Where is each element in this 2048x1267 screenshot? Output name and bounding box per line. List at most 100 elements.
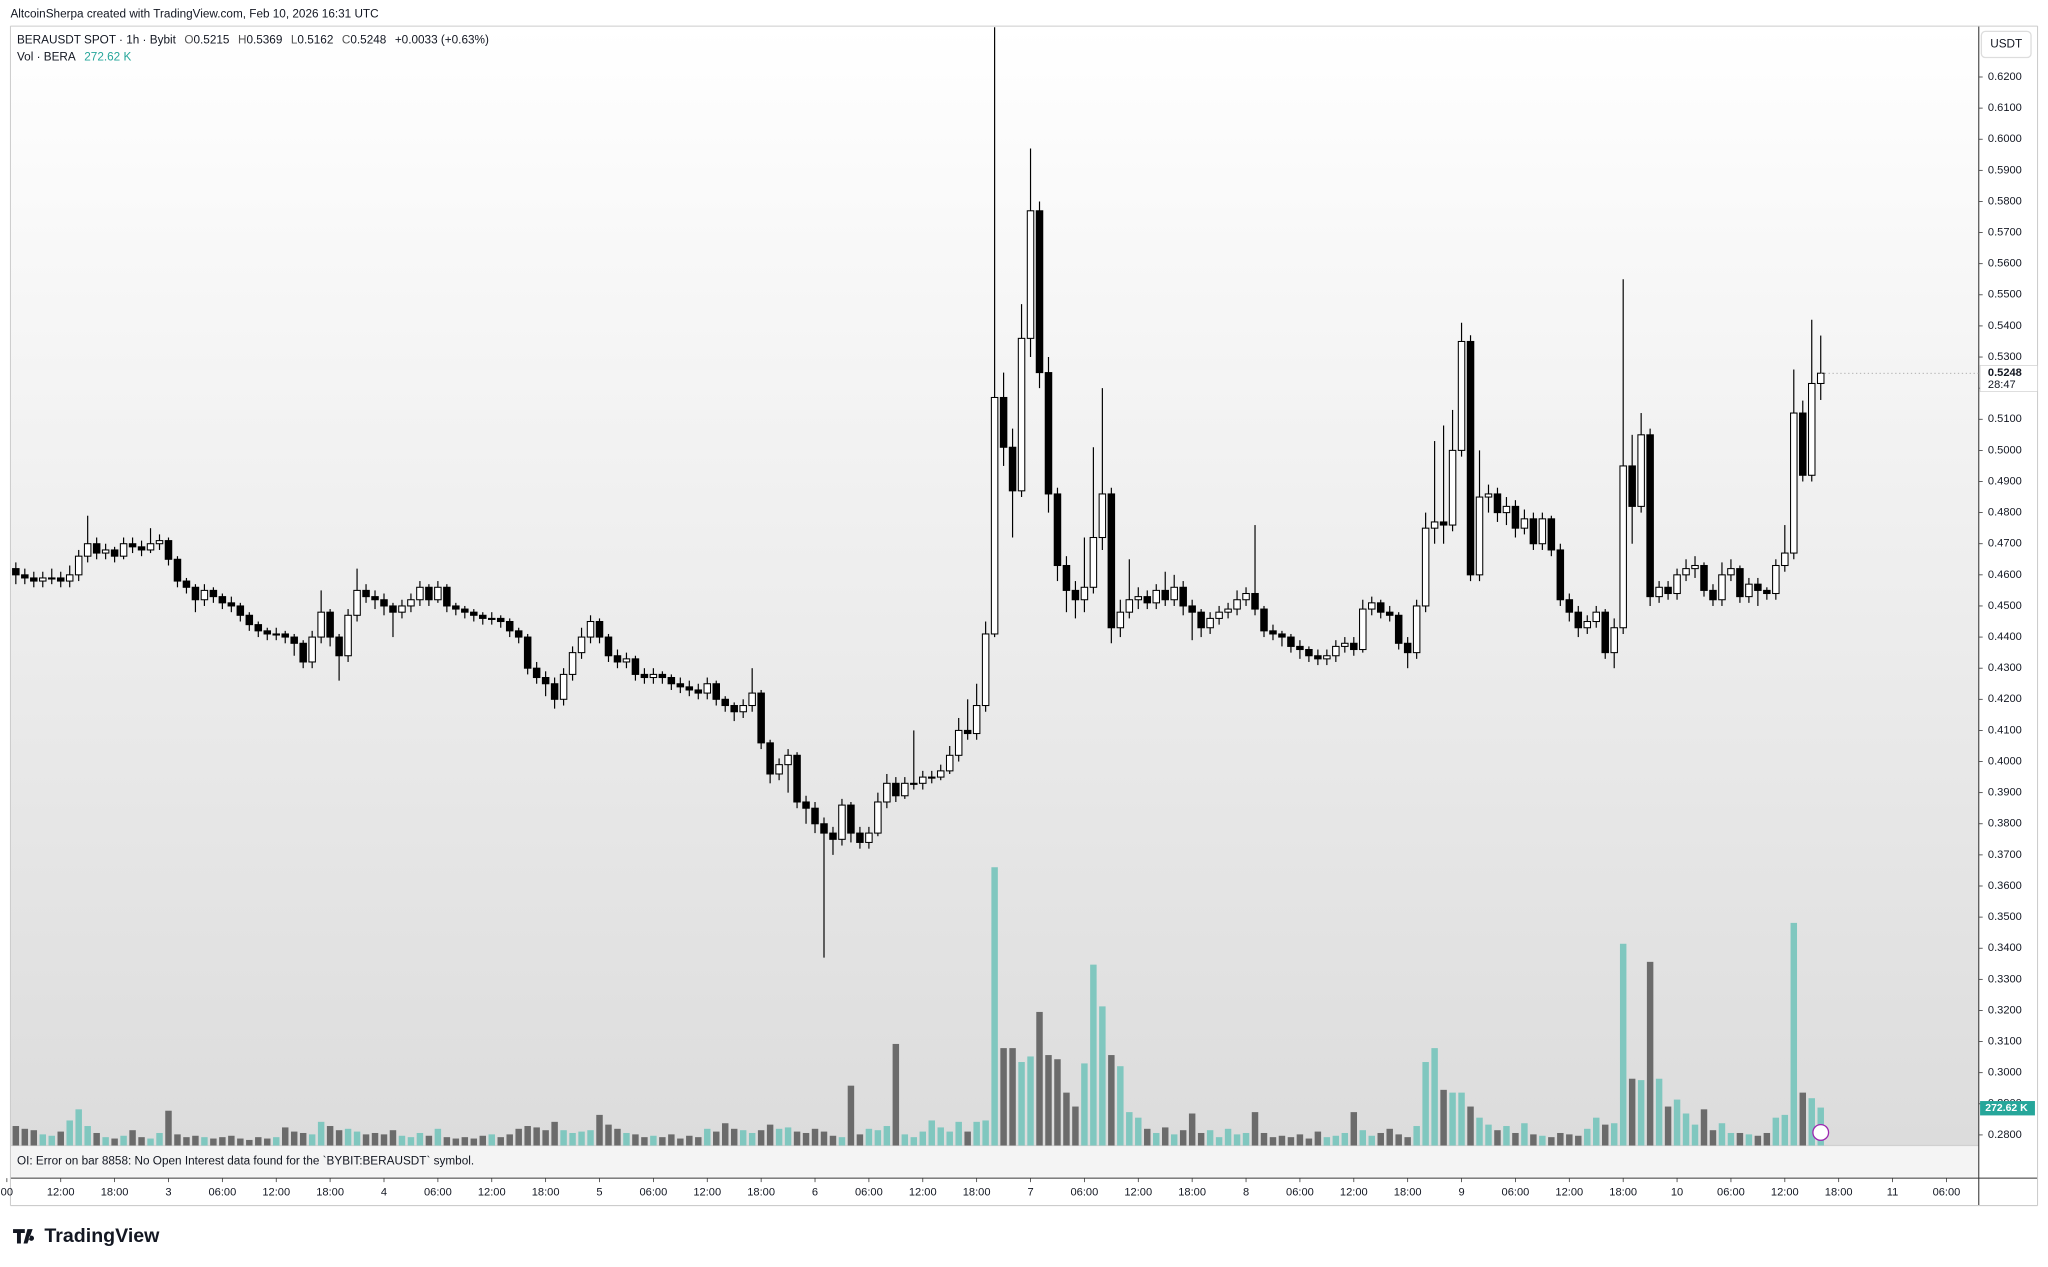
candle-body: [1152, 589, 1161, 604]
volume-bar: [1494, 1130, 1501, 1146]
error-message: OI: Error on bar 8858: No Open Interest …: [17, 1154, 474, 1167]
volume-bar: [246, 1139, 253, 1146]
volume-bar: [883, 1126, 891, 1146]
volume-bar: [1314, 1131, 1322, 1146]
candle-body: [694, 689, 703, 694]
volume-bar: [533, 1127, 540, 1146]
candle-body: [1448, 449, 1457, 526]
candle-body: [1107, 493, 1116, 629]
volume-bar: [1736, 1132, 1744, 1146]
candle-body: [1502, 505, 1511, 514]
x-tick-label: 8: [1243, 1186, 1249, 1198]
candle-body: [541, 677, 550, 685]
candle-body: [514, 630, 523, 638]
volume-bar: [748, 1132, 756, 1146]
candle-body: [712, 683, 721, 700]
volume-bar: [75, 1109, 82, 1146]
volume-bar: [425, 1135, 433, 1146]
candle-body: [865, 832, 873, 843]
candle-body: [1691, 564, 1699, 570]
candle-body: [83, 543, 92, 557]
volume-bar: [362, 1134, 370, 1146]
candle-body: [1116, 611, 1125, 629]
change: +0.0033 (+0.63%): [395, 34, 489, 47]
x-tick-label: 18:00: [1609, 1186, 1637, 1198]
volume-bar: [1808, 1098, 1815, 1146]
candle-body: [820, 823, 828, 834]
volume-bar: [1512, 1132, 1519, 1146]
candle-body: [1664, 586, 1672, 595]
candle-body: [1332, 645, 1340, 657]
volume-bar: [1601, 1124, 1609, 1146]
volume-bar: [1251, 1112, 1259, 1146]
candle-body: [1179, 586, 1187, 607]
brand: TradingView: [13, 1225, 160, 1247]
volume-bar: [1305, 1138, 1313, 1146]
candle-body: [604, 636, 613, 657]
candle-body: [452, 605, 460, 610]
candle-body: [1538, 518, 1547, 545]
y-tick-label: 0.5300: [1988, 351, 2022, 363]
candle-body: [1278, 633, 1286, 638]
y-tick-label: 0.3200: [1988, 1004, 2022, 1016]
candle-body: [227, 602, 236, 607]
candle-body: [1565, 599, 1574, 613]
volume-bar: [1099, 1006, 1106, 1146]
x-tick-label: 12:00: [1555, 1186, 1583, 1198]
volume-bar: [1449, 1092, 1456, 1146]
candle-body: [1790, 412, 1798, 554]
volume-bar: [1027, 1056, 1034, 1146]
candle-body: [1646, 434, 1654, 598]
volume-bar: [1179, 1130, 1187, 1146]
volume-bar: [1072, 1106, 1079, 1146]
candle-body: [1493, 493, 1502, 514]
volume-bar: [344, 1128, 352, 1146]
y-tick-label: 0.3800: [1988, 818, 2022, 830]
y-tick-label: 0.5900: [1988, 164, 2022, 176]
volume-bar: [1063, 1092, 1070, 1146]
candle-body: [1197, 611, 1205, 629]
candle-body: [910, 782, 918, 785]
time-axis: [10, 1176, 2038, 1206]
volume-bar: [1000, 1048, 1007, 1146]
volume-bar: [93, 1132, 100, 1146]
volume-bar: [1575, 1135, 1582, 1146]
ohlc-letter: C: [342, 34, 351, 47]
volume-bar: [982, 1120, 989, 1146]
y-tick-label: 0.6200: [1988, 71, 2022, 83]
candle-body: [1170, 586, 1178, 601]
candle-body: [1718, 574, 1726, 601]
candle-body: [1376, 602, 1385, 613]
y-tick-label: 0.4300: [1988, 662, 2022, 674]
volume-bar: [1117, 1066, 1124, 1146]
volume-bar: [650, 1135, 657, 1146]
candle-body: [954, 729, 963, 756]
volume-bar: [57, 1131, 64, 1146]
candle-body: [1763, 589, 1771, 595]
volume-bar: [1476, 1117, 1483, 1146]
x-tick-label: 6: [812, 1186, 818, 1198]
x-tick-label: 06:00: [1717, 1186, 1745, 1198]
candle-body: [1772, 564, 1780, 595]
y-tick-label: 0.4200: [1988, 693, 2022, 705]
candle-body: [146, 543, 155, 551]
volume-legend: Vol · BERA 272.62 K: [17, 51, 131, 64]
volume-bar: [308, 1134, 316, 1146]
candle-body: [1026, 210, 1035, 339]
volume-bar: [1763, 1132, 1771, 1146]
candle-body: [254, 624, 263, 632]
volume-bar: [686, 1135, 693, 1146]
y-tick-label: 0.4100: [1988, 724, 2022, 736]
volume-bar: [506, 1134, 513, 1146]
x-tick-label: 18:00: [1825, 1186, 1853, 1198]
x-tick-label: 18:00: [747, 1186, 775, 1198]
volume-bar: [138, 1137, 145, 1146]
volume-bar: [1332, 1135, 1340, 1146]
volume-bar: [1009, 1048, 1016, 1146]
x-tick-label: 12:00: [478, 1186, 506, 1198]
candle-body: [110, 549, 119, 557]
volume-bar: [452, 1138, 460, 1146]
alert-icon: [1812, 1123, 1830, 1141]
candle-body: [1062, 564, 1071, 591]
